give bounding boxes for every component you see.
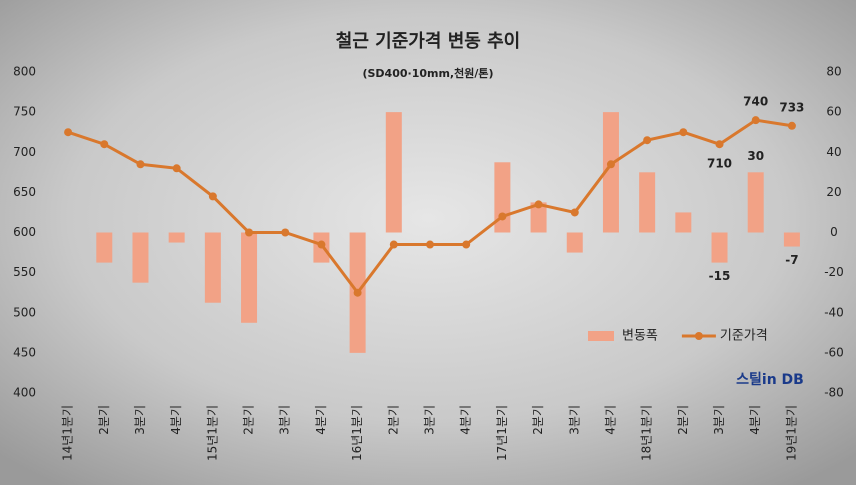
bar [566,232,583,253]
y-tick-label: 650 [13,185,36,199]
point [281,228,290,237]
point [208,192,217,201]
y-tick-label: 600 [13,225,36,239]
x-tick-label: 15년1분기 [205,405,219,461]
x-tick-label: 4분기 [603,405,617,435]
y2-tick-label: 80 [826,65,841,79]
data-label: -7 [785,253,798,267]
y2-tick-label: 60 [826,105,841,119]
data-label: 740 [743,95,768,109]
bar [168,232,185,243]
bar [132,232,149,283]
x-tick-label: 2분기 [97,405,111,435]
point [389,240,398,249]
point [317,240,326,249]
point [751,116,760,125]
bar [639,172,656,233]
point [100,140,109,149]
data-label: 30 [747,149,764,163]
y-tick-label: 500 [13,305,36,319]
x-tick-label: 2분기 [386,405,400,435]
x-tick-label: 4분기 [314,405,328,435]
y2-tick-label: -60 [824,345,844,359]
bar [241,232,258,323]
point [426,240,434,249]
bar [783,232,800,247]
y-tick-label: 450 [13,345,36,359]
legend-label: 변동폭 [622,329,658,344]
data-label: -15 [709,269,731,283]
x-tick-label: 4분기 [748,405,762,435]
point [534,200,543,209]
x-tick-label: 3분기 [278,405,292,435]
y2-tick-label: -40 [824,305,844,319]
legend-label: 기준가격 [720,329,768,344]
point [353,288,362,297]
point [498,212,507,221]
y2-tick-label: -20 [824,265,844,279]
x-tick-label: 3분기 [133,405,147,435]
bar [747,172,764,233]
point [570,208,579,217]
point [462,240,471,249]
y-tick-label: 800 [13,65,36,79]
legend-swatch [588,331,614,341]
point [787,121,796,130]
point [606,160,615,169]
point [715,140,724,149]
x-tick-label: 2분기 [242,405,256,435]
watermark: 스틸in DB [736,372,804,388]
bar [385,112,402,233]
y2-tick-label: -80 [824,386,844,400]
bar [204,232,221,303]
y2-tick-label: 40 [826,145,841,159]
point [679,128,688,137]
x-tick-label: 2분기 [531,405,545,435]
x-tick-label: 17년1분기 [495,405,509,461]
y-tick-label: 700 [13,145,36,159]
bar [675,212,692,233]
y-tick-label: 550 [13,265,36,279]
y-tick-label: 400 [13,386,36,400]
data-label: 710 [707,157,732,171]
bar [602,112,619,233]
data-label: 733 [779,100,804,114]
x-tick-label: 19년1분기 [784,405,798,461]
bar [96,232,113,263]
x-tick-label: 3분기 [423,405,437,435]
x-tick-label: 2분기 [676,405,690,435]
chart-title: 철근 기준가격 변동 추이 [336,31,520,52]
legend-swatch [694,332,703,340]
chart-subtitle: (SD400·10mm,천원/톤) [362,66,493,80]
x-tick-label: 3분기 [712,405,726,435]
point [172,164,181,173]
point [64,128,73,137]
point [643,136,652,145]
x-tick-label: 3분기 [567,405,581,435]
x-tick-label: 18년1분기 [640,405,654,461]
x-tick-label: 4분기 [459,405,473,435]
x-tick-label: 4분기 [169,405,183,435]
y2-tick-label: 20 [826,185,841,199]
point [245,228,254,237]
x-tick-label: 14년1분기 [61,405,75,461]
bar [530,202,547,233]
point [136,160,145,169]
bar [711,232,728,263]
x-tick-label: 16년1분기 [350,405,364,461]
y-tick-label: 750 [13,105,36,119]
y2-tick-label: 0 [830,225,838,239]
